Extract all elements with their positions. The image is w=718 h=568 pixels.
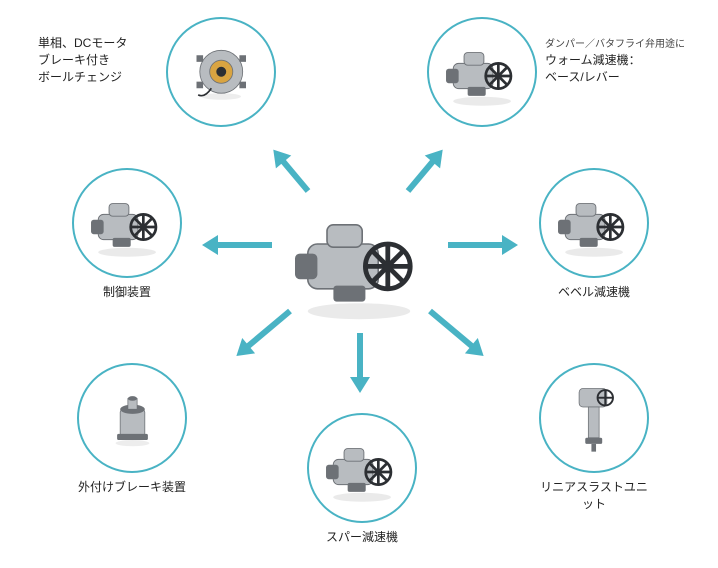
node-label: スパー減速機 <box>307 529 417 546</box>
node-label: ベベル減速機 <box>539 284 649 301</box>
arrow-to-motor <box>277 155 310 193</box>
center-device <box>279 195 439 325</box>
node-circle <box>427 17 537 127</box>
node-circle <box>307 413 417 523</box>
node-circle <box>539 168 649 278</box>
arrow-to-bevel <box>448 242 508 248</box>
node-label: ダンパー／バタフライ弁用途にウォーム減速機：ベース/レバー <box>545 35 695 86</box>
arrow-to-spur <box>357 333 363 383</box>
node-bevel: ベベル減速機 <box>539 168 649 301</box>
node-label: 制御装置 <box>72 284 182 301</box>
arrow-to-control <box>212 242 272 248</box>
node-brake: 外付けブレーキ装置 <box>77 363 187 496</box>
node-label: 外付けブレーキ装置 <box>77 479 187 496</box>
node-linear: リニアスラストユニット <box>539 363 649 513</box>
node-spur: スパー減速機 <box>307 413 417 546</box>
node-label: リニアスラストユニット <box>539 479 649 513</box>
node-circle <box>166 17 276 127</box>
node-circle <box>72 168 182 278</box>
node-worm: ダンパー／バタフライ弁用途にウォーム減速機：ベース/レバー <box>427 17 537 127</box>
node-circle <box>77 363 187 473</box>
node-control: 制御装置 <box>72 168 182 301</box>
node-motor: 単相、DCモータ ブレーキ付き ボールチェンジ <box>166 17 276 127</box>
node-label: 単相、DCモータ ブレーキ付き ボールチェンジ <box>38 35 158 85</box>
node-circle <box>539 363 649 473</box>
arrow-to-worm <box>406 155 439 193</box>
